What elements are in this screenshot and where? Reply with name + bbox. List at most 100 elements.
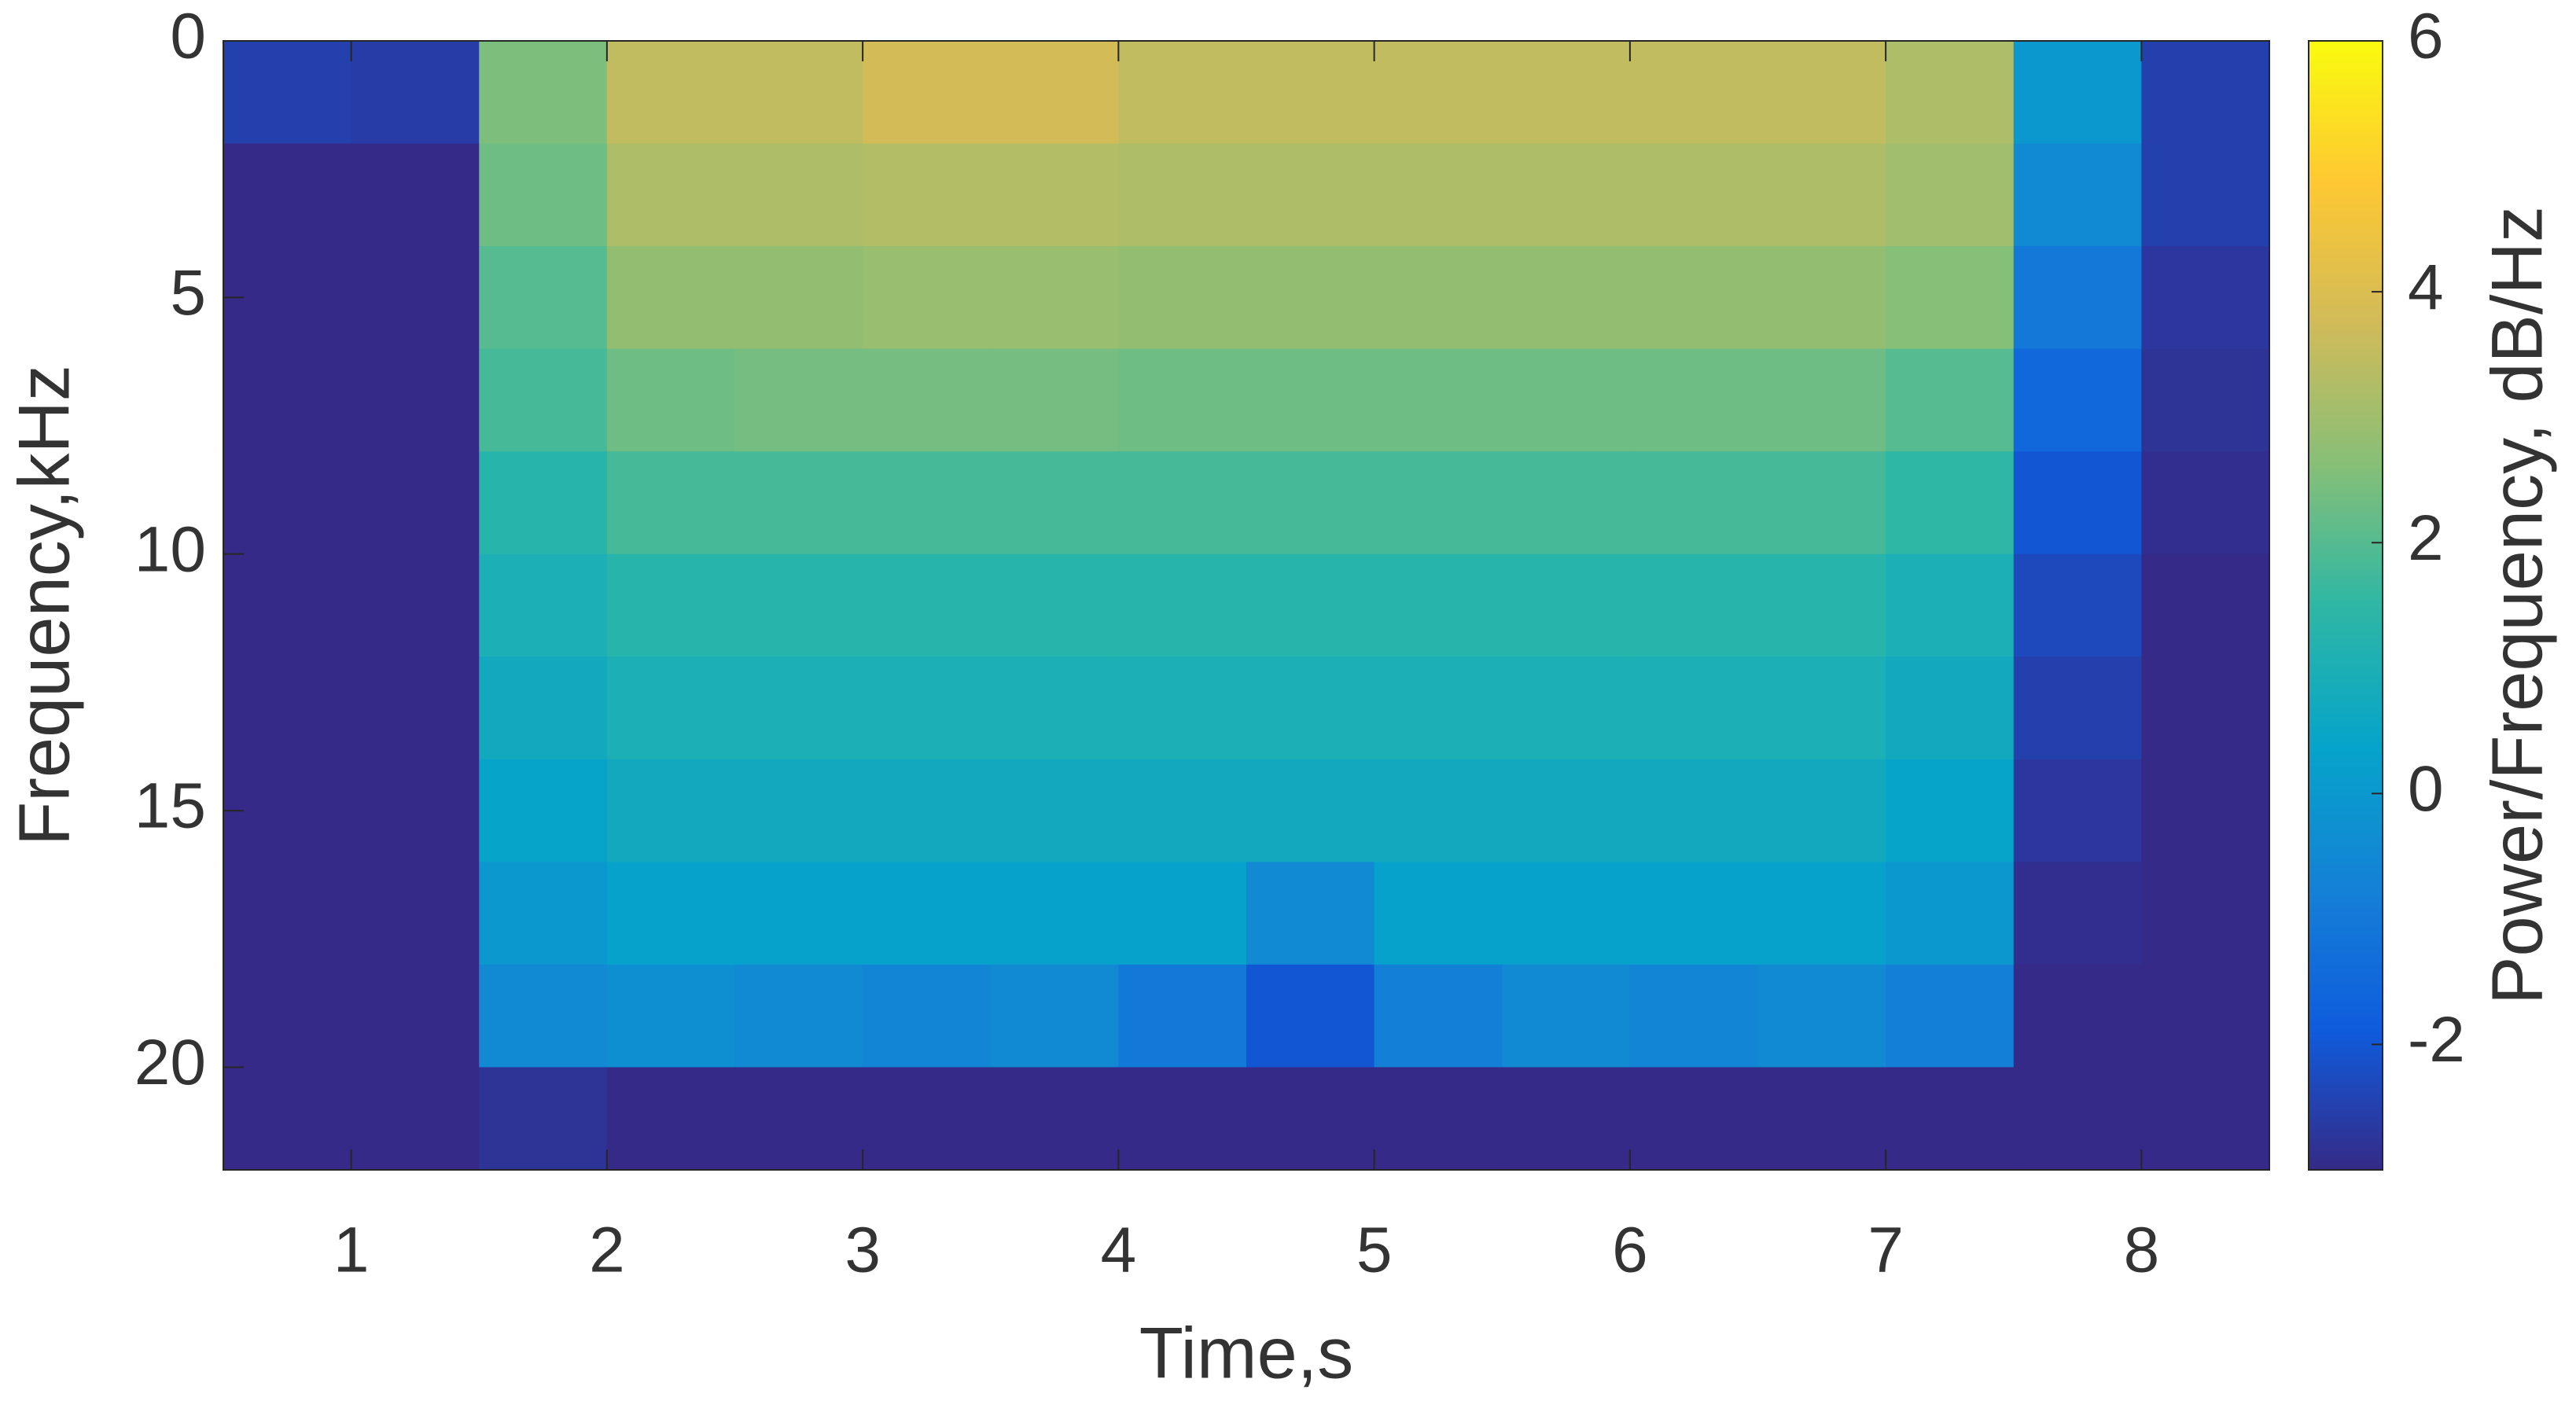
cell bbox=[606, 348, 735, 452]
cell bbox=[2013, 348, 2142, 452]
cell bbox=[990, 964, 1119, 1068]
cell bbox=[2141, 656, 2270, 760]
cell bbox=[863, 348, 992, 452]
cell bbox=[1886, 1067, 2015, 1171]
cell bbox=[734, 759, 863, 862]
cell bbox=[606, 964, 735, 1068]
cell bbox=[990, 759, 1119, 862]
cell bbox=[863, 964, 992, 1068]
cell bbox=[606, 553, 735, 657]
cell bbox=[2141, 862, 2270, 965]
cell bbox=[734, 553, 863, 657]
cell bbox=[1118, 553, 1247, 657]
cell bbox=[351, 759, 480, 862]
cell bbox=[1886, 348, 2015, 452]
cell bbox=[1118, 1067, 1247, 1171]
cell bbox=[351, 348, 480, 452]
cell bbox=[479, 862, 608, 965]
cell bbox=[1886, 143, 2015, 247]
cell bbox=[1246, 143, 1375, 247]
cell bbox=[223, 41, 352, 145]
cell bbox=[2013, 656, 2142, 760]
cell bbox=[1374, 41, 1503, 145]
cell bbox=[1886, 553, 2015, 657]
cell bbox=[2141, 246, 2270, 350]
cell bbox=[2141, 143, 2270, 247]
cell bbox=[223, 348, 352, 452]
cell bbox=[223, 143, 352, 247]
cell bbox=[2141, 1067, 2270, 1171]
cell bbox=[990, 656, 1119, 760]
cell bbox=[1886, 656, 2015, 760]
cell bbox=[990, 348, 1119, 452]
plot-frame bbox=[223, 40, 2270, 1171]
cell bbox=[223, 656, 352, 760]
cell bbox=[606, 246, 735, 350]
cell bbox=[1118, 451, 1247, 555]
cell bbox=[2141, 41, 2270, 145]
colorbar-tick-label: 6 bbox=[2408, 1, 2444, 72]
cell bbox=[1757, 862, 1886, 965]
colorbar-tick-label: 0 bbox=[2408, 753, 2444, 825]
cell bbox=[863, 1067, 992, 1171]
cell bbox=[479, 656, 608, 760]
cell bbox=[990, 1067, 1119, 1171]
cell bbox=[1118, 246, 1247, 350]
cell bbox=[1118, 759, 1247, 862]
cell bbox=[479, 759, 608, 862]
x-axis-label: Time,s bbox=[1139, 1313, 1354, 1393]
cell bbox=[2013, 451, 2142, 555]
cell bbox=[1629, 451, 1758, 555]
cell bbox=[2141, 451, 2270, 555]
y-tick-label: 20 bbox=[134, 1027, 206, 1098]
cell bbox=[223, 862, 352, 965]
cell bbox=[479, 451, 608, 555]
cell bbox=[1629, 246, 1758, 350]
cell bbox=[1502, 41, 1631, 145]
cell bbox=[1246, 1067, 1375, 1171]
cell bbox=[990, 143, 1119, 247]
cell bbox=[1118, 143, 1247, 247]
x-tick-label: 8 bbox=[2124, 1215, 2160, 1286]
cell bbox=[990, 246, 1119, 350]
cell bbox=[1757, 143, 1886, 247]
y-axis-label: Frequency,kHz bbox=[4, 365, 84, 846]
cell bbox=[1246, 862, 1375, 965]
cell bbox=[1118, 41, 1247, 145]
cell bbox=[351, 862, 480, 965]
cell bbox=[1374, 964, 1503, 1068]
cell bbox=[1246, 656, 1375, 760]
cell bbox=[1374, 246, 1503, 350]
cell bbox=[1118, 964, 1247, 1068]
cell bbox=[223, 759, 352, 862]
cell bbox=[351, 41, 480, 145]
cell bbox=[1757, 1067, 1886, 1171]
cell bbox=[2141, 759, 2270, 862]
x-tick-label: 2 bbox=[589, 1215, 625, 1286]
cell bbox=[734, 964, 863, 1068]
cell bbox=[2013, 862, 2142, 965]
cell bbox=[1246, 759, 1375, 862]
cell bbox=[479, 246, 608, 350]
cell bbox=[1374, 862, 1503, 965]
cell bbox=[990, 553, 1119, 657]
cell bbox=[479, 553, 608, 657]
cell bbox=[351, 964, 480, 1068]
cell bbox=[351, 656, 480, 760]
x-tick-label: 3 bbox=[845, 1215, 881, 1286]
cell bbox=[863, 246, 992, 350]
colorbar-tick-label: 2 bbox=[2408, 502, 2444, 574]
cell bbox=[990, 451, 1119, 555]
cell bbox=[2013, 553, 2142, 657]
cell bbox=[1629, 862, 1758, 965]
cell bbox=[863, 656, 992, 760]
cell bbox=[863, 143, 992, 247]
cell bbox=[734, 451, 863, 555]
cell bbox=[734, 246, 863, 350]
cell bbox=[1757, 41, 1886, 145]
cell bbox=[1374, 451, 1503, 555]
cell bbox=[606, 451, 735, 555]
cell bbox=[1629, 964, 1758, 1068]
cell bbox=[1757, 964, 1886, 1068]
